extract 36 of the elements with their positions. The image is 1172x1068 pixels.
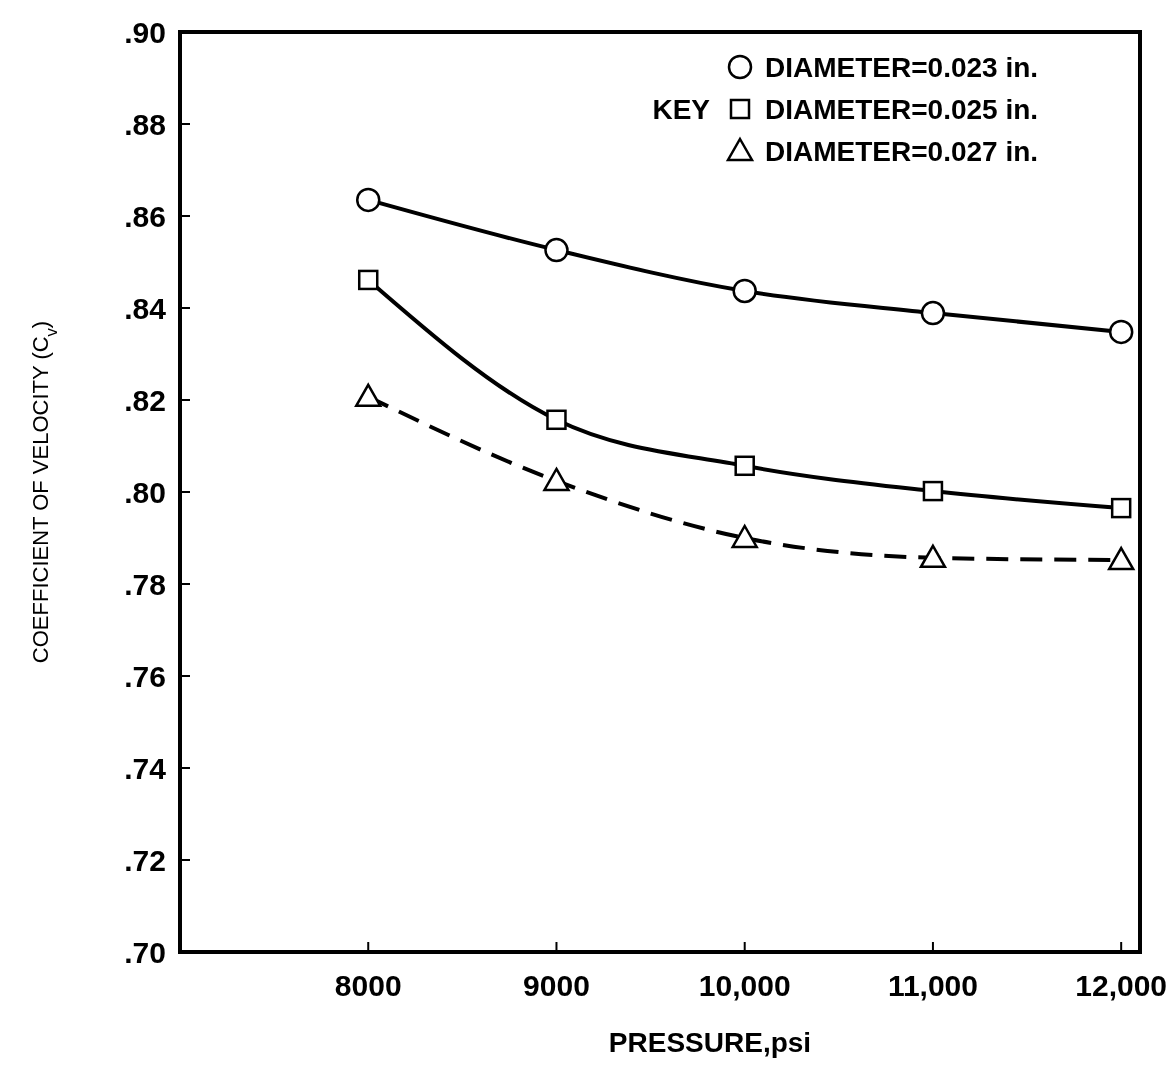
x-tick-label: 8000 — [334, 969, 402, 1002]
point — [543, 467, 570, 492]
point — [920, 300, 946, 326]
point — [544, 237, 569, 263]
x-tick-label: 10,000 — [698, 969, 791, 1002]
point — [355, 187, 381, 213]
point — [734, 455, 755, 477]
y-tick-label: .78 — [124, 567, 166, 601]
x-tick-label: 12,000 — [1075, 969, 1168, 1002]
point — [1108, 319, 1134, 345]
point — [357, 269, 379, 291]
legend-label: DIAMETER=0.023 in. — [765, 51, 1039, 83]
point — [732, 278, 757, 304]
point — [546, 409, 567, 431]
y-tick-label: .84 — [124, 291, 167, 325]
legend-label: DIAMETER=0.027 in. — [765, 135, 1039, 167]
point — [922, 480, 944, 502]
y-tick-label: .86 — [124, 199, 166, 233]
y-tick-label: .72 — [124, 843, 166, 877]
point — [1107, 546, 1135, 571]
x-tick-label: 9000 — [523, 969, 590, 1002]
point — [1110, 497, 1132, 519]
point — [919, 544, 947, 569]
y-tick-label: .88 — [124, 107, 166, 141]
x-tick-label: 11,000 — [887, 969, 978, 1002]
y-tick-label: .70 — [124, 935, 166, 969]
legend-title: KEY — [652, 93, 711, 125]
point — [731, 524, 758, 549]
legend-label: DIAMETER=0.025 in. — [765, 93, 1039, 125]
point — [354, 383, 382, 408]
y-tick-label: .82 — [124, 383, 166, 417]
y-tick-label: .74 — [124, 751, 167, 785]
x-axis-title: PRESSURE,psi — [608, 1027, 812, 1058]
y-tick-label: .80 — [124, 475, 166, 509]
y-tick-label: .76 — [124, 659, 166, 693]
y-tick-label: .90 — [124, 15, 166, 49]
